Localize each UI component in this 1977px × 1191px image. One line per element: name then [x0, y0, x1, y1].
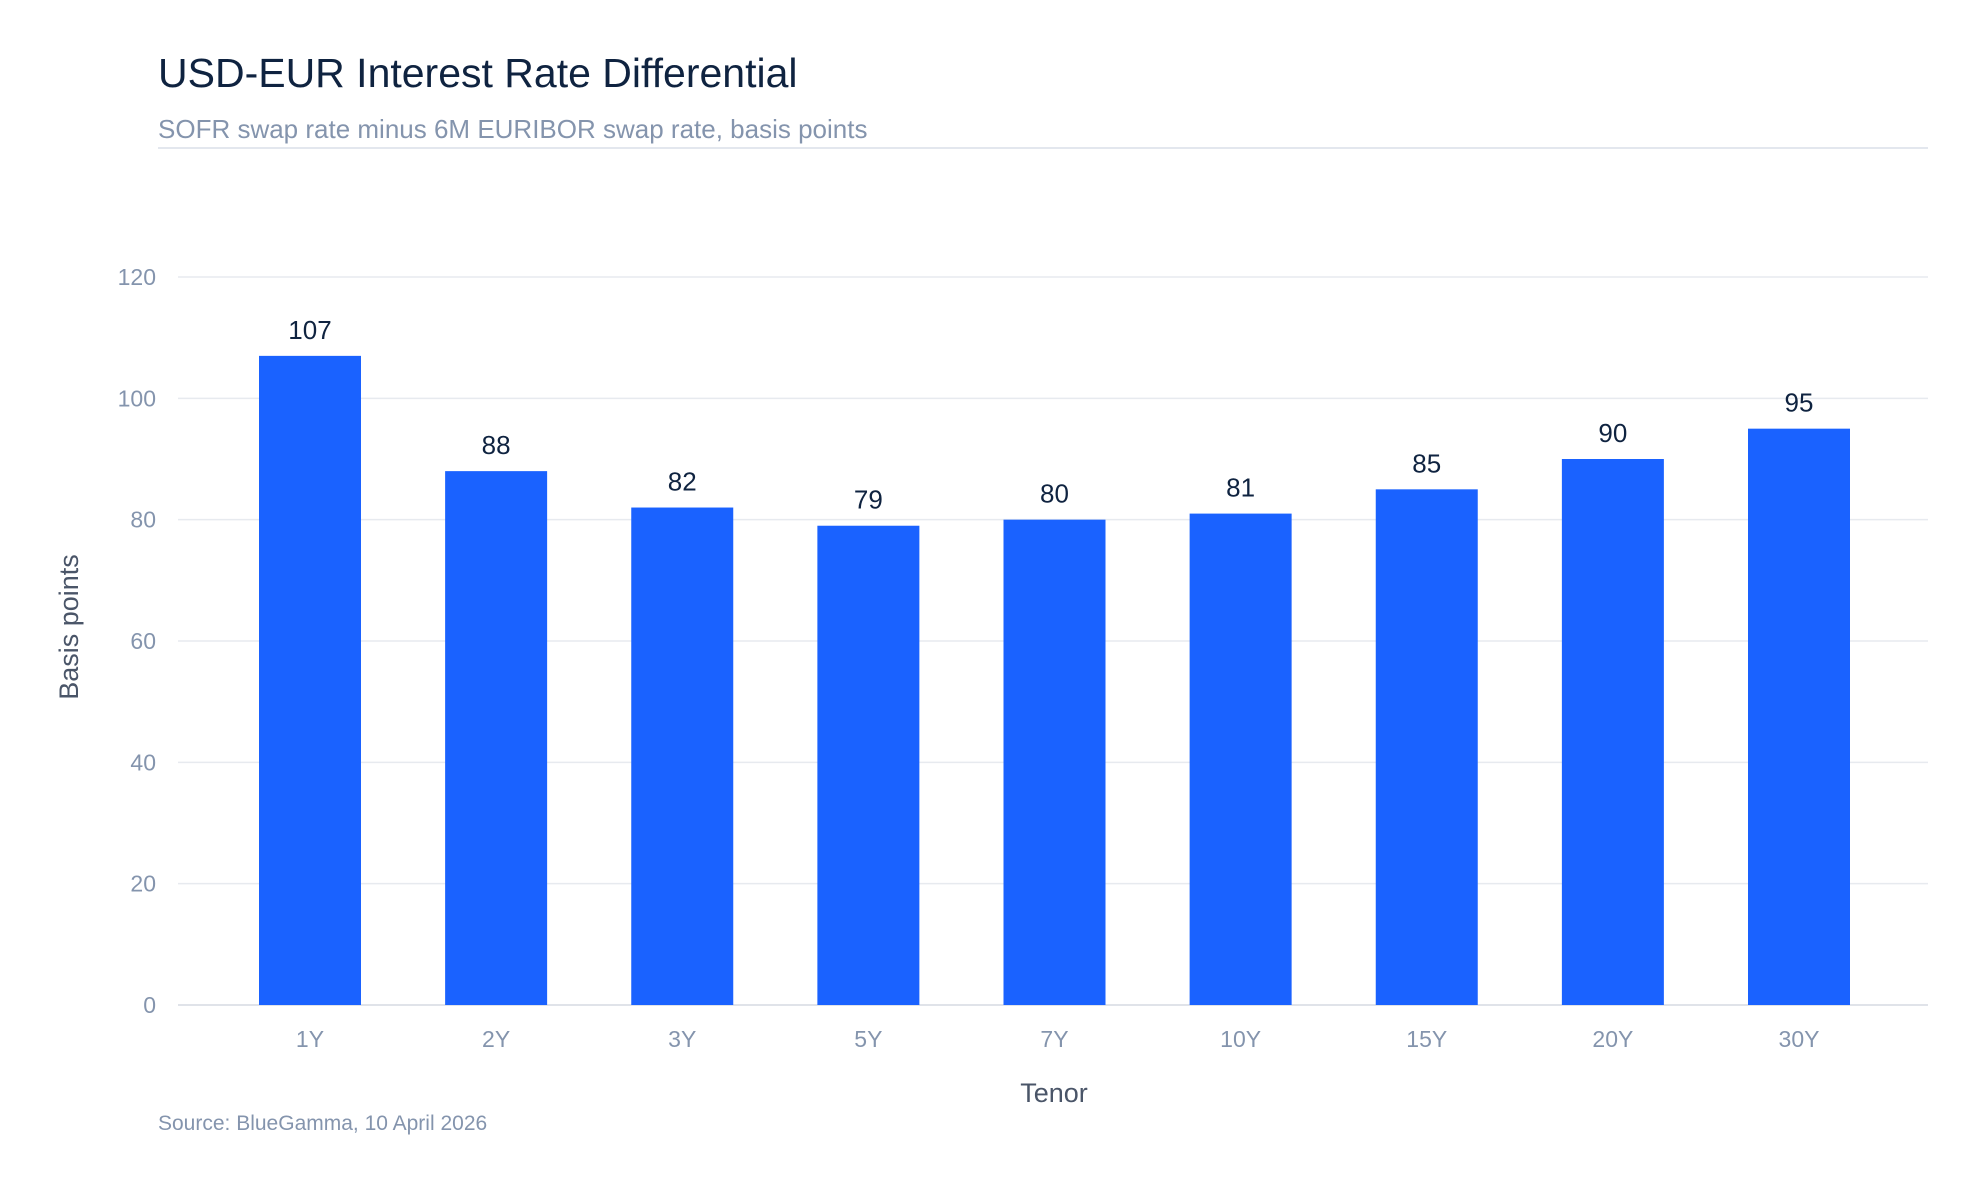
- x-tick-label-15y: 15Y: [1406, 1026, 1447, 1052]
- x-tick-label-7y: 7Y: [1040, 1026, 1068, 1052]
- x-tick-label-3y: 3Y: [668, 1026, 696, 1052]
- data-label-5y: 79: [854, 485, 883, 515]
- header-divider: [158, 147, 1928, 149]
- data-label-20y: 90: [1598, 418, 1627, 448]
- y-tick-label: 0: [143, 992, 156, 1018]
- bar-20y[interactable]: [1561, 459, 1664, 1005]
- data-label-3y: 82: [668, 467, 697, 497]
- x-axis-title: Tenor: [1020, 1078, 1088, 1108]
- data-labels: 107 88 82 79 80 81 85 90 95: [288, 315, 1813, 515]
- data-label-2y: 88: [482, 430, 511, 460]
- bar-5y[interactable]: [817, 525, 920, 1005]
- bar-30y[interactable]: [1748, 428, 1850, 1006]
- y-tick-label: 40: [130, 749, 156, 775]
- bar-1y[interactable]: [259, 355, 361, 1005]
- x-tick-label-2y: 2Y: [482, 1026, 510, 1052]
- data-label-30y: 95: [1785, 388, 1814, 418]
- x-tick-label-10y: 10Y: [1220, 1026, 1261, 1052]
- bar-15y[interactable]: [1375, 489, 1478, 1005]
- x-axis-ticks: 1Y 2Y 3Y 5Y 7Y 10Y 15Y 20Y 30Y: [296, 1026, 1820, 1052]
- y-tick-label: 60: [130, 628, 156, 654]
- y-tick-label: 100: [118, 385, 156, 411]
- x-tick-label-5y: 5Y: [854, 1026, 882, 1052]
- chart-subtitle: SOFR swap rate minus 6M EURIBOR swap rat…: [158, 114, 868, 144]
- data-label-1y: 107: [288, 315, 331, 345]
- bar-2y[interactable]: [445, 471, 548, 1006]
- y-tick-label: 20: [130, 871, 156, 897]
- chart-title: USD-EUR Interest Rate Differential: [158, 50, 798, 96]
- y-tick-label: 120: [118, 264, 156, 290]
- x-tick-label-1y: 1Y: [296, 1026, 324, 1052]
- data-label-10y: 81: [1226, 473, 1255, 503]
- x-tick-label-20y: 20Y: [1592, 1026, 1633, 1052]
- bars: [259, 355, 1850, 1006]
- chart-source: Source: BlueGamma, 10 April 2026: [158, 1112, 488, 1135]
- bar-10y[interactable]: [1189, 513, 1292, 1005]
- data-label-7y: 80: [1040, 479, 1069, 509]
- y-axis-ticks: 0 20 40 60 80 100 120: [118, 264, 156, 1018]
- y-tick-label: 80: [130, 507, 156, 533]
- y-axis-title: Basis points: [54, 554, 84, 700]
- bar-7y[interactable]: [1003, 519, 1106, 1005]
- bar-3y[interactable]: [631, 507, 734, 1005]
- x-tick-label-30y: 30Y: [1779, 1026, 1820, 1052]
- data-label-15y: 85: [1412, 448, 1441, 478]
